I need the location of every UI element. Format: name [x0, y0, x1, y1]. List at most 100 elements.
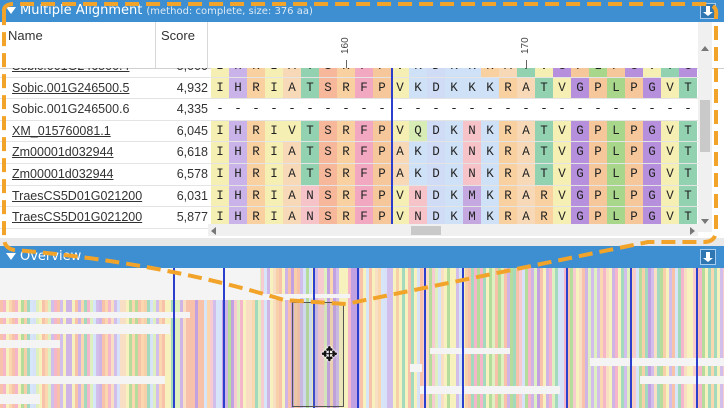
overview-column — [546, 268, 549, 408]
alignment-row[interactable]: Zm00001d032944 6,618 I H R I A T S R F P A K D K N K R A T V G… — [0, 142, 698, 164]
overview-column — [399, 268, 402, 408]
scroll-down-icon[interactable] — [701, 219, 709, 224]
residue-cell: N — [463, 142, 481, 163]
sequence-name-link[interactable]: TraesCS5D01G021200 — [12, 188, 143, 203]
overview-column — [603, 268, 606, 408]
collapse-triangle-icon[interactable] — [6, 253, 16, 260]
sequence-name-link[interactable]: TraesCS5D01G021200 — [12, 210, 143, 225]
overview-column — [303, 268, 306, 408]
column-divider[interactable] — [155, 22, 156, 68]
alignment-row[interactable]: Zm00001d032944 6,578 I H R I A T S R F P A K D K N K R A T V G… — [0, 164, 698, 186]
overview-column — [513, 268, 516, 408]
residue-cell: S — [319, 120, 337, 142]
download-icon[interactable] — [700, 3, 716, 19]
residue-cell: V — [283, 120, 301, 142]
score-column-header[interactable]: Score — [161, 28, 195, 43]
scroll-left-icon[interactable] — [211, 227, 216, 235]
ruler-tick — [346, 60, 347, 68]
alignment-subtitle: (method: complete, size: 376 aa) — [146, 6, 313, 17]
overview-column — [324, 268, 327, 408]
sequence-name-link[interactable]: Zm00001d032944 — [12, 145, 114, 160]
residue-cell: T — [661, 68, 679, 77]
overview-column — [714, 268, 717, 408]
residue-cell: - — [445, 99, 463, 120]
horizontal-scroll-thumb[interactable] — [411, 226, 441, 235]
overview-column — [600, 268, 603, 408]
residue-cell: K — [481, 185, 499, 207]
scroll-right-icon[interactable] — [690, 227, 695, 235]
overview-column — [597, 268, 600, 408]
residue-cell: L — [607, 164, 625, 185]
overview-column — [174, 268, 177, 408]
residue-cell: F — [355, 142, 373, 163]
alignment-column-header: Name Score 160170180 — [0, 22, 724, 69]
overview-column — [9, 268, 12, 408]
move-cursor-icon: ✥ — [321, 342, 338, 366]
horizontal-scrollbar[interactable] — [208, 224, 698, 236]
residue-cell: T — [535, 164, 553, 185]
alignment-panel-header[interactable]: Multiple Alignment (method: complete, siz… — [0, 0, 724, 22]
residue-cell: N — [301, 185, 319, 207]
alignment-row[interactable]: Sobic.001G246500.6 4,335- - - - - - - - - - - - - - - - -… — [0, 99, 698, 121]
download-icon[interactable] — [700, 249, 716, 265]
name-column-header[interactable]: Name — [8, 28, 43, 43]
overview-column — [309, 268, 312, 408]
alignment-row[interactable]: Sobic.001G246500.45,000IHRIATSRFPVKDKKRA… — [0, 68, 698, 78]
residue-cell: - — [355, 99, 373, 120]
column-divider[interactable] — [207, 22, 208, 68]
residue-cell: P — [589, 185, 607, 207]
residue-cell: H — [229, 120, 247, 142]
sequence-name-link[interactable]: Sobic.001G246500.5 — [12, 80, 130, 95]
overview-column — [60, 268, 63, 408]
residue-cell: R — [499, 77, 517, 99]
overview-column — [186, 268, 189, 408]
vertical-scroll-thumb[interactable] — [700, 100, 710, 152]
overview-viewport-box[interactable] — [292, 302, 344, 407]
residue-cell: G — [625, 68, 643, 77]
panel-splitter[interactable] — [0, 238, 724, 246]
vertical-scrollbar[interactable] — [698, 22, 712, 232]
residue-cell: D — [427, 185, 445, 207]
residue-cell: V — [553, 164, 571, 185]
overview-column — [12, 268, 15, 408]
overview-column — [642, 268, 645, 408]
overview-panel-header[interactable]: Overview — [0, 246, 724, 268]
overview-column — [84, 268, 87, 408]
sequence-name-link[interactable]: Sobic.001G246500.6 — [12, 102, 130, 117]
residue-cell: - — [463, 99, 481, 120]
residue-cell: R — [337, 142, 355, 163]
overview-column — [612, 268, 615, 408]
overview-column — [261, 268, 264, 408]
residue-cell: D — [427, 120, 445, 142]
alignment-row[interactable]: XM_015760081.1 6,045 I H R I V T S R F P V Q D K N K R A T V G… — [0, 120, 698, 143]
sequence-name-link[interactable]: XM_015760081.1 — [12, 123, 111, 138]
collapse-triangle-icon[interactable] — [6, 7, 16, 14]
residue-cell: R — [535, 185, 553, 207]
overview-column — [591, 268, 594, 408]
sequence-name-link[interactable]: Zm00001d032944 — [12, 167, 114, 181]
overview-gap — [420, 386, 560, 394]
overview-title: Overview — [20, 249, 82, 264]
residue-cell: T — [301, 68, 319, 77]
overview-canvas[interactable]: ✥ — [0, 268, 724, 408]
overview-column — [366, 268, 369, 408]
residue-cell: T — [535, 120, 553, 142]
overview-column — [66, 268, 69, 408]
overview-column — [294, 268, 297, 408]
residue-cell: R — [337, 68, 355, 77]
overview-column — [177, 268, 180, 408]
overview-column — [267, 268, 270, 408]
overview-column — [330, 268, 333, 408]
alignment-row[interactable]: Sobic.001G246500.5 4,932 I H R I A T S R F P V K D K K K R… — [0, 77, 698, 100]
residue-cell: P — [571, 68, 589, 77]
overview-column — [333, 268, 336, 408]
residue-cell: V — [553, 120, 571, 142]
alignment-row[interactable]: TraesCS5D01G021200 6,031 I H R I A N S R F P V N D K M K R… — [0, 185, 698, 208]
residue-cell: R — [247, 68, 265, 77]
residue-cell: K — [481, 77, 499, 99]
scroll-up-icon[interactable] — [701, 46, 709, 51]
sequence-name-link[interactable]: Sobic.001G246500.4 — [12, 68, 129, 73]
overview-column — [135, 268, 138, 408]
residue-cell: I — [211, 77, 229, 99]
residue-cell: G — [679, 68, 697, 77]
